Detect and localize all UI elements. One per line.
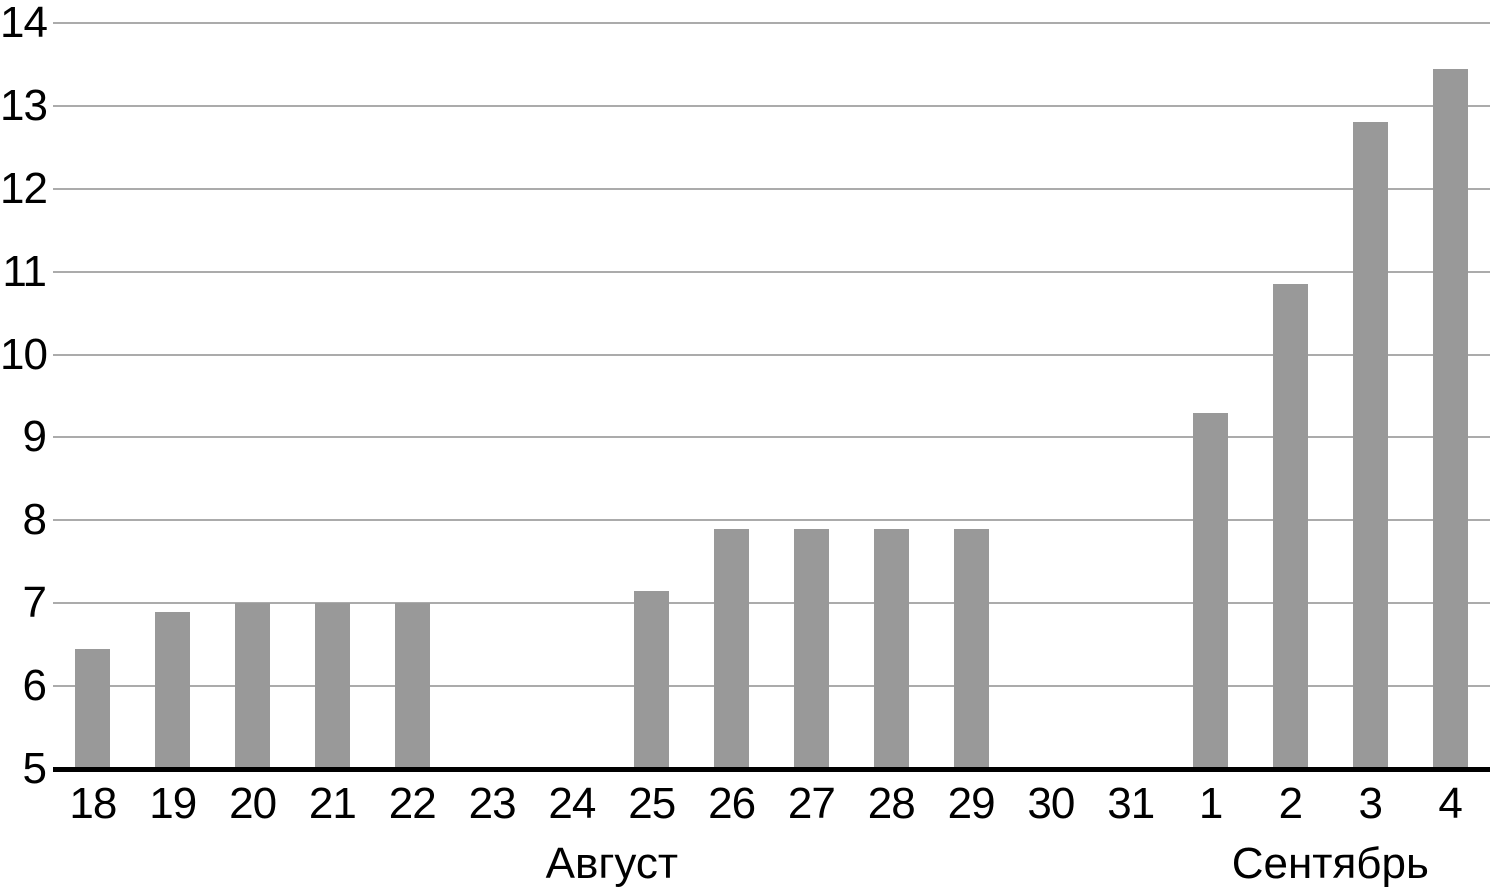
x-tick-label-30: 30 [1027,779,1075,828]
bar-2 [1272,284,1308,769]
y-tick-label-9: 9 [22,412,47,462]
bar-19 [155,611,191,769]
gridline-6 [53,685,1490,688]
x-tick-label-19: 19 [149,779,197,828]
bar-25 [634,590,670,769]
gridline-10 [53,353,1490,356]
bar-18 [75,648,111,769]
y-tick-label-5: 5 [22,744,47,793]
gridline-11 [53,270,1490,273]
month-label-Август: Август [545,839,679,888]
x-tick-label-4: 4 [1438,779,1462,828]
x-tick-label-18: 18 [69,779,117,828]
y-tick-label-8: 8 [22,495,47,545]
gridline-9 [53,436,1490,439]
y-tick-label-13: 13 [0,80,48,130]
bar-4 [1432,68,1468,769]
bar-22 [394,603,430,769]
y-tick-label-10: 10 [0,329,48,379]
y-tick-label-14: 14 [0,0,48,47]
bar-20 [235,603,271,769]
bar-26 [714,528,750,769]
gridline-12 [53,187,1490,190]
y-tick-label-11: 11 [2,246,47,296]
x-tick-label-25: 25 [628,779,676,828]
bar-21 [314,603,350,769]
x-tick-label-21: 21 [308,779,357,828]
gridline-7 [53,602,1490,605]
y-tick-label-7: 7 [22,578,47,628]
bar-3 [1352,122,1388,769]
x-tick-label-26: 26 [708,779,756,828]
x-tick-label-24: 24 [548,779,596,828]
x-tick-label-29: 29 [947,779,996,828]
x-tick-label-20: 20 [229,779,277,828]
bar-28 [873,528,909,769]
bar-1 [1193,412,1229,769]
bar-27 [793,528,829,769]
x-tick-label-28: 28 [867,779,916,828]
x-tick-label-23: 23 [468,779,517,828]
x-axis-line [53,767,1490,772]
x-tick-label-27: 27 [787,779,836,828]
gridline-8 [53,519,1490,522]
bar-29 [953,528,989,769]
y-tick-label-6: 6 [22,661,47,711]
gridline-13 [53,104,1490,107]
month-label-Сентябрь: Сентябрь [1231,839,1429,888]
x-tick-label-1: 1 [1198,779,1223,828]
gridline-14 [53,22,1490,24]
x-tick-label-2: 2 [1278,779,1303,828]
x-tick-label-3: 3 [1358,779,1383,828]
x-tick-label-22: 22 [388,779,437,828]
x-tick-label-31: 31 [1107,779,1155,828]
y-tick-label-12: 12 [0,163,48,213]
